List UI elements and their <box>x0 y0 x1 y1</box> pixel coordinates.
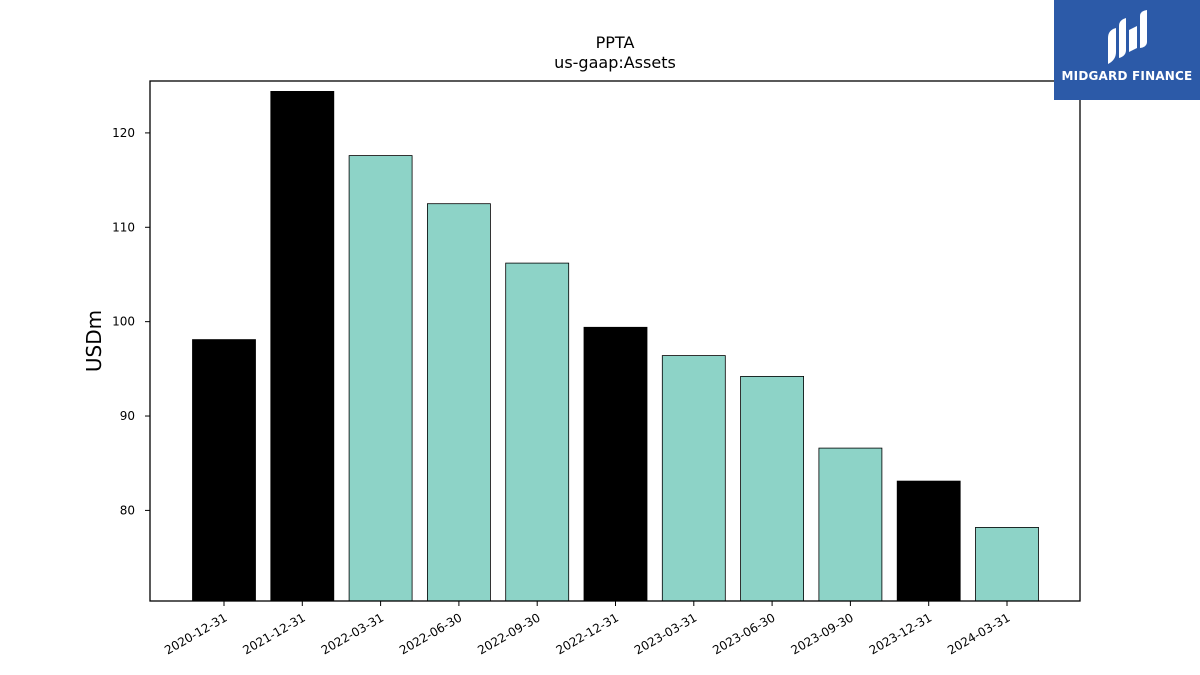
bar-2023-06-30 <box>740 375 804 602</box>
x-tick-label: 2020-12-31 <box>162 610 229 657</box>
y-tick-label: 80 <box>120 503 135 517</box>
bar-2020-12-31 <box>192 339 256 602</box>
plot-frame <box>149 80 1081 602</box>
x-tick-label: 2024-03-31 <box>945 610 1012 657</box>
y-tick-label: 120 <box>112 126 135 140</box>
watermark-text: MIDGARD FINANCE <box>1061 69 1193 83</box>
bar-2022-09-30 <box>505 262 570 602</box>
bar-2022-03-31 <box>348 155 413 602</box>
x-tick-label: 2023-12-31 <box>867 610 934 657</box>
bar-2023-09-30 <box>818 447 883 602</box>
bars-group <box>192 91 1039 602</box>
y-tick-label: 110 <box>112 220 135 234</box>
bar-2023-03-31 <box>661 355 726 602</box>
x-tick-label: 2021-12-31 <box>240 610 307 657</box>
bar-2021-12-31 <box>270 91 335 602</box>
x-tick-label: 2023-06-30 <box>710 610 777 657</box>
bar-2023-12-31 <box>896 480 961 602</box>
x-tick-label: 2022-03-31 <box>319 610 386 657</box>
x-tick-label: 2023-09-30 <box>788 610 855 657</box>
y-axis-label: USDm <box>82 310 106 372</box>
x-tick-label: 2022-06-30 <box>397 610 464 657</box>
midgard-logo-icon <box>1108 10 1147 64</box>
x-tick-label: 2023-03-31 <box>632 610 699 657</box>
bar-2022-12-31 <box>583 326 648 602</box>
chart-subtitle: us-gaap:Assets <box>554 53 676 72</box>
bar-2022-06-30 <box>426 203 491 602</box>
chart-title: PPTA <box>596 33 635 52</box>
y-tick-label: 90 <box>120 409 135 423</box>
x-axis: 2020-12-31 2021-12-31 2022-03-31 2022-06-30… <box>162 601 1013 657</box>
x-tick-label: 2022-09-30 <box>475 610 542 657</box>
x-tick-label: 2022-12-31 <box>554 610 621 657</box>
y-tick-label: 100 <box>112 315 135 329</box>
bar-2024-03-31 <box>975 527 1039 602</box>
watermark-logo: MIDGARD FINANCE <box>1054 0 1200 100</box>
y-axis: 80 90 100 110 120 <box>112 126 150 517</box>
